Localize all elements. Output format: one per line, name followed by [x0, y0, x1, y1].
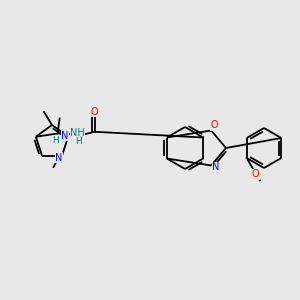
Text: NH: NH: [70, 128, 85, 139]
Text: H: H: [75, 137, 82, 146]
Text: O: O: [210, 121, 218, 130]
Text: O: O: [251, 169, 259, 179]
Text: N: N: [55, 153, 63, 163]
Text: N: N: [61, 131, 69, 141]
Text: O: O: [91, 107, 98, 117]
Text: H: H: [52, 136, 59, 145]
Text: N: N: [212, 163, 220, 172]
